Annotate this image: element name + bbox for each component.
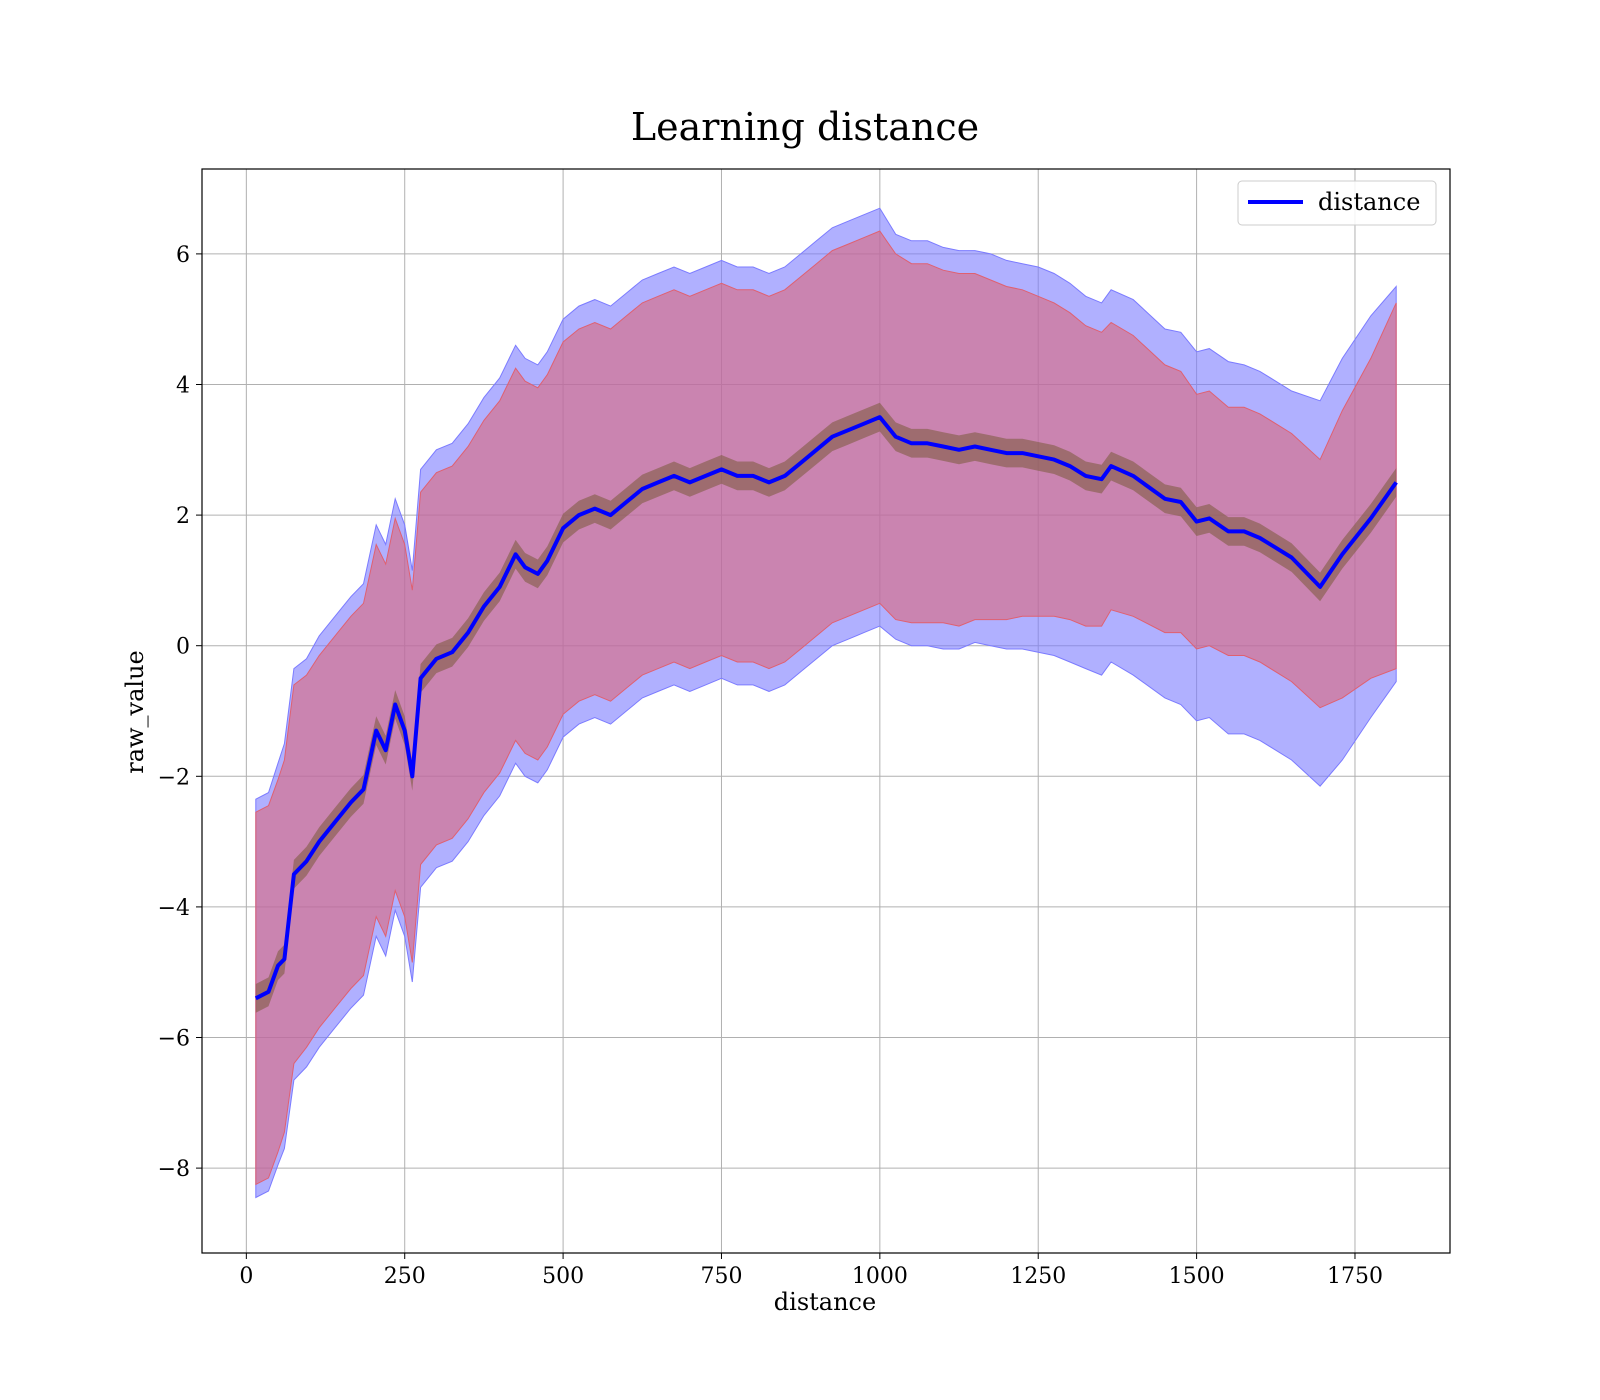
legend-label: distance	[1318, 188, 1420, 216]
y-tick-label-6: 4	[176, 373, 190, 398]
x-tick-label-1: 250	[384, 1264, 426, 1289]
x-ticks: 0 250 500 750 1000 1250 1500 1750	[239, 1253, 1383, 1289]
x-tick-label-5: 1250	[1010, 1264, 1066, 1289]
x-tick-label-4: 1000	[852, 1264, 908, 1289]
y-axis-label: raw_value	[121, 650, 149, 774]
x-tick-label-7: 1750	[1327, 1264, 1383, 1289]
y-tick-label-4: 0	[176, 635, 190, 660]
x-tick-label-6: 1500	[1169, 1264, 1225, 1289]
y-tick-label-5: 2	[176, 504, 190, 529]
x-axis-label: distance	[774, 1288, 876, 1316]
y-tick-label-0: −8	[158, 1157, 190, 1182]
y-tick-label-7: 6	[176, 243, 190, 268]
series-line-distance	[254, 415, 1398, 1001]
mean-band	[255, 402, 1397, 1013]
x-tick-label-2: 500	[542, 1264, 584, 1289]
x-tick-label-0: 0	[239, 1264, 253, 1289]
plot-frame	[201, 168, 1451, 1254]
chart-title: Learning distance	[631, 105, 979, 149]
y-ticks: −8 −6 −4 −2 0 2 4 6	[158, 243, 202, 1182]
y-tick-label-1: −6	[158, 1027, 190, 1052]
y-tick-label-3: −2	[158, 765, 190, 790]
legend: distance	[1237, 180, 1437, 226]
series-lines	[254, 415, 1398, 1001]
y-tick-label-2: −4	[158, 896, 190, 921]
legend-box	[1237, 180, 1437, 226]
x-tick-label-3: 750	[700, 1264, 742, 1289]
